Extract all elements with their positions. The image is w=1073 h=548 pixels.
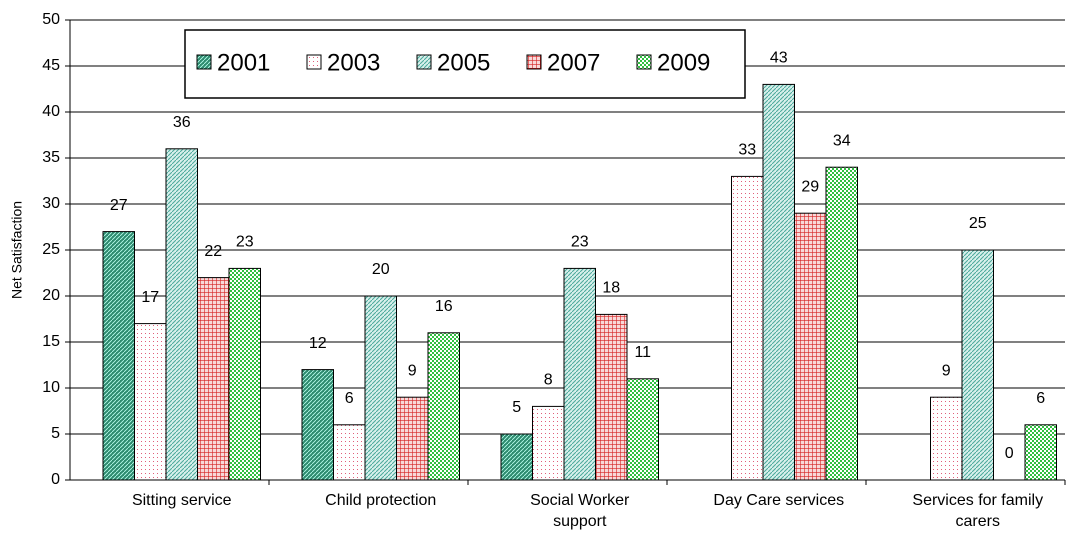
y-tick-label: 15 — [42, 333, 60, 350]
bar — [731, 175, 764, 481]
legend: 2001 2003 2005 2007 2009 — [184, 29, 746, 99]
bar — [102, 231, 135, 481]
x-tick-label: Social Worker support — [530, 492, 630, 530]
bar — [228, 267, 261, 481]
data-label: 9 — [942, 362, 951, 379]
data-label: 17 — [141, 289, 159, 306]
data-label: 23 — [571, 234, 589, 251]
data-label: 18 — [602, 280, 620, 297]
bar — [930, 396, 963, 481]
bar — [333, 424, 366, 481]
bar — [301, 369, 334, 481]
x-tick-label: Child protection — [325, 492, 437, 509]
x-tick-label: Day Care services — [713, 492, 845, 509]
bar — [165, 148, 198, 481]
data-label: 12 — [309, 335, 327, 352]
legend-label: 2005 — [437, 49, 490, 76]
data-label: 29 — [801, 178, 819, 195]
bar — [825, 166, 858, 481]
data-label: 6 — [345, 390, 354, 407]
bar — [500, 433, 533, 481]
data-label: 34 — [833, 132, 851, 149]
bar — [595, 313, 628, 481]
bar — [532, 405, 565, 481]
bar — [563, 267, 596, 481]
bar — [961, 249, 994, 481]
bar — [1024, 424, 1057, 481]
legend-swatch — [636, 54, 652, 70]
legend-box — [184, 29, 746, 99]
data-label: 8 — [544, 372, 553, 389]
data-label: 11 — [634, 344, 651, 361]
bar — [396, 396, 429, 481]
bar — [134, 323, 167, 481]
data-label: 9 — [408, 362, 417, 379]
legend-label: 2001 — [217, 49, 270, 76]
y-tick-label: 40 — [42, 103, 60, 120]
data-label: 33 — [738, 142, 756, 159]
data-label: 43 — [770, 50, 788, 67]
y-tick-label: 0 — [51, 471, 60, 488]
legend-label: 2009 — [657, 49, 710, 76]
y-tick-label: 35 — [42, 149, 60, 166]
data-label: 25 — [969, 215, 987, 232]
data-label: 20 — [372, 261, 390, 278]
data-label: 23 — [236, 234, 254, 251]
y-tick-label: 10 — [42, 379, 60, 396]
x-tick-label: Sitting service — [131, 492, 232, 509]
data-label: 36 — [173, 114, 191, 131]
bar — [794, 212, 827, 481]
legend-swatch — [306, 54, 322, 70]
legend-swatch — [196, 54, 212, 70]
y-tick-label: 30 — [42, 195, 60, 212]
data-label: 6 — [1036, 390, 1045, 407]
legend-swatch — [526, 54, 542, 70]
legend-label: 2003 — [327, 49, 380, 76]
legend-swatch — [416, 54, 432, 70]
bar — [427, 332, 460, 481]
y-tick-label: 50 — [42, 11, 60, 28]
y-tick-label: 45 — [42, 57, 60, 74]
bar — [197, 277, 230, 481]
bar — [626, 378, 659, 481]
y-tick-label: 25 — [42, 241, 60, 258]
data-label: 16 — [435, 298, 453, 315]
y-axis-label: Net Satisfaction — [9, 201, 25, 299]
data-label: 22 — [204, 243, 222, 260]
data-label: 5 — [512, 399, 521, 416]
data-label: 0 — [1005, 445, 1014, 462]
bar — [364, 295, 397, 481]
y-tick-label: 5 — [51, 425, 60, 442]
data-label: 27 — [110, 197, 128, 214]
y-tick-label: 20 — [42, 287, 60, 304]
bar — [762, 83, 795, 481]
legend-label: 2007 — [547, 49, 600, 76]
x-tick-label: Services for family carers — [912, 492, 1044, 530]
